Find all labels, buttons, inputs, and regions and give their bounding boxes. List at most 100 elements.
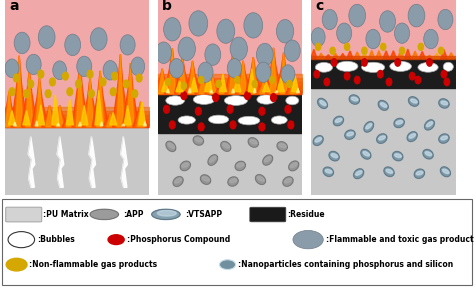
Polygon shape <box>191 77 198 92</box>
Circle shape <box>355 76 360 84</box>
Polygon shape <box>347 132 354 136</box>
Polygon shape <box>440 167 450 177</box>
Polygon shape <box>36 78 43 127</box>
Polygon shape <box>235 161 246 170</box>
Polygon shape <box>265 48 282 94</box>
Polygon shape <box>62 112 78 127</box>
Polygon shape <box>177 56 188 94</box>
Polygon shape <box>16 56 23 127</box>
Circle shape <box>271 94 276 102</box>
Circle shape <box>349 4 365 27</box>
Circle shape <box>28 80 34 88</box>
Polygon shape <box>189 61 196 94</box>
Circle shape <box>415 76 420 84</box>
Polygon shape <box>263 82 270 92</box>
Polygon shape <box>383 51 389 59</box>
Circle shape <box>87 70 93 78</box>
Polygon shape <box>152 209 180 220</box>
Polygon shape <box>158 88 302 133</box>
Polygon shape <box>3 92 15 127</box>
Polygon shape <box>288 75 300 94</box>
Polygon shape <box>368 51 375 59</box>
Text: :VTSAPP: :VTSAPP <box>185 210 222 219</box>
Polygon shape <box>448 53 455 59</box>
Circle shape <box>441 70 447 78</box>
Polygon shape <box>416 171 423 175</box>
Polygon shape <box>197 77 209 94</box>
Polygon shape <box>279 144 286 148</box>
Polygon shape <box>257 177 264 181</box>
Polygon shape <box>95 90 102 125</box>
Polygon shape <box>137 102 144 127</box>
Polygon shape <box>329 151 339 161</box>
Polygon shape <box>313 136 323 146</box>
Polygon shape <box>217 80 228 94</box>
Polygon shape <box>35 121 38 126</box>
Polygon shape <box>311 0 456 59</box>
Circle shape <box>38 26 55 49</box>
Circle shape <box>281 65 295 84</box>
Polygon shape <box>363 152 370 156</box>
Polygon shape <box>443 169 449 174</box>
Circle shape <box>100 78 106 86</box>
Polygon shape <box>79 122 82 126</box>
Circle shape <box>24 90 29 98</box>
Polygon shape <box>425 120 435 130</box>
Polygon shape <box>253 88 256 93</box>
Ellipse shape <box>193 95 215 104</box>
Polygon shape <box>347 51 353 59</box>
Polygon shape <box>72 61 88 127</box>
Text: b: b <box>162 0 172 13</box>
Polygon shape <box>229 179 237 183</box>
Polygon shape <box>427 122 433 127</box>
Polygon shape <box>221 141 231 151</box>
Circle shape <box>400 47 405 54</box>
Polygon shape <box>97 71 104 127</box>
Polygon shape <box>441 101 447 105</box>
Polygon shape <box>364 122 374 132</box>
Polygon shape <box>292 76 299 92</box>
Polygon shape <box>297 88 300 93</box>
Polygon shape <box>92 71 108 127</box>
Polygon shape <box>115 55 126 127</box>
Polygon shape <box>84 77 96 127</box>
Circle shape <box>344 72 350 80</box>
Polygon shape <box>263 155 273 165</box>
Circle shape <box>198 62 213 82</box>
Polygon shape <box>174 56 191 94</box>
Polygon shape <box>339 53 346 59</box>
Polygon shape <box>237 163 244 167</box>
Polygon shape <box>162 81 169 92</box>
Circle shape <box>287 80 292 88</box>
Circle shape <box>227 59 242 78</box>
Circle shape <box>418 43 423 50</box>
Text: :Flammable and toxic gas products: :Flammable and toxic gas products <box>326 235 474 244</box>
Polygon shape <box>173 177 183 187</box>
Polygon shape <box>376 51 382 59</box>
Ellipse shape <box>224 96 247 105</box>
Polygon shape <box>166 49 178 94</box>
Polygon shape <box>117 55 124 127</box>
Circle shape <box>181 82 186 89</box>
Polygon shape <box>223 143 230 148</box>
Circle shape <box>6 258 27 271</box>
Polygon shape <box>219 74 227 92</box>
Polygon shape <box>235 61 251 94</box>
Text: :Non-flammable gas products: :Non-flammable gas products <box>29 260 157 269</box>
Polygon shape <box>255 174 265 185</box>
Polygon shape <box>228 177 238 186</box>
Polygon shape <box>361 149 371 159</box>
Polygon shape <box>201 175 210 184</box>
Text: :PU Matrix: :PU Matrix <box>43 210 88 219</box>
Circle shape <box>108 235 124 245</box>
Text: :Residue: :Residue <box>287 210 324 219</box>
Polygon shape <box>156 69 168 94</box>
Circle shape <box>103 61 118 80</box>
Polygon shape <box>234 78 241 92</box>
Polygon shape <box>125 63 137 127</box>
Polygon shape <box>121 137 128 187</box>
Polygon shape <box>318 98 328 108</box>
Circle shape <box>230 121 236 129</box>
Circle shape <box>324 78 329 86</box>
Polygon shape <box>311 56 456 59</box>
